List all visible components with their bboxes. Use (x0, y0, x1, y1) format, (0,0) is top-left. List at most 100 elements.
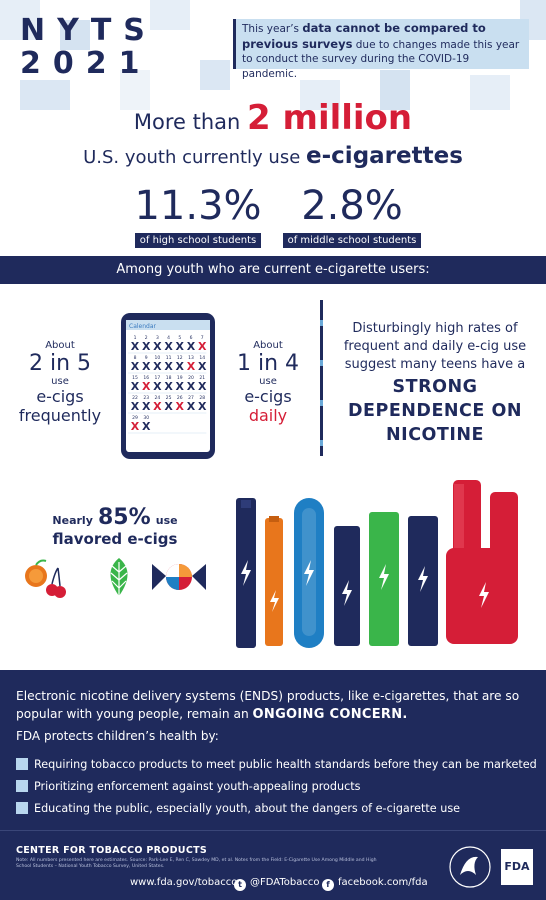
fda-logo: FDA (501, 849, 533, 885)
facebook-link[interactable]: f facebook.com/fda (322, 877, 428, 891)
calendar-x-mark: X (198, 340, 207, 353)
mint-leaf-icon (110, 558, 128, 600)
about-label: About (45, 340, 75, 351)
calendar-day-number: 25 (166, 395, 172, 401)
stat-middle-school: 2.8% of middle school students (280, 184, 424, 248)
bullet-item: Prioritizing enforcement against youth-a… (16, 780, 360, 793)
hhs-seal-icon (449, 846, 491, 888)
calendar-day-number: 21 (199, 375, 205, 381)
bullet-item: Educating the public, especially youth, … (16, 802, 460, 815)
users-band: Among youth who are current e-cigarette … (0, 256, 546, 284)
calendar-x-mark: X (176, 360, 185, 373)
calendar-header (126, 320, 210, 330)
calendar-day-number: 11 (166, 355, 172, 361)
calendar-day-number: 16 (143, 375, 149, 381)
use-label: use (259, 376, 277, 387)
candy-icon (152, 564, 206, 590)
calendar-x-mark: X (198, 380, 207, 393)
hero-line1: More than 2 million (0, 98, 546, 138)
notice-post: due to changes made this year to conduct… (242, 38, 520, 80)
phone-calendar-illustration: Calendar 1X2X3X4X5X6X7X8X9X10X11X12X13X1… (121, 313, 215, 459)
calendar-x-mark: X (187, 380, 196, 393)
calendar-title: Calendar (129, 323, 157, 330)
frequently-label: frequently (18, 406, 102, 425)
stat-value: 11.3% (134, 183, 262, 229)
calendar-x-mark: X (187, 400, 196, 413)
calendar-day-number: 28 (199, 395, 205, 401)
calendar-day-number: 1 (134, 335, 137, 341)
footer: CENTER FOR TOBACCO PRODUCTS Note: All nu… (0, 830, 546, 900)
calendar-day-number: 13 (188, 355, 194, 361)
calendar-x-mark: X (187, 340, 196, 353)
stat-high-school: 11.3% of high school students (128, 184, 268, 248)
calendar-x-mark: X (153, 400, 162, 413)
calendar-day-number: 30 (143, 415, 149, 421)
calendar-x-mark: X (142, 400, 151, 413)
calendar-day-number: 17 (155, 375, 161, 381)
fruit-icon (25, 559, 66, 598)
calendar-x-mark: X (142, 420, 151, 433)
calendar-day-number: 6 (190, 335, 193, 341)
ecigs-label: e-cigs (36, 387, 84, 406)
bullet-square-icon (16, 802, 28, 814)
mosaic-background (0, 0, 546, 110)
calendar-day-number: 24 (155, 395, 161, 401)
title-line1: NYTS (20, 13, 157, 48)
facebook-icon: f (322, 879, 334, 891)
calendar-day-number: 19 (177, 375, 183, 381)
ecigs-label: e-cigs (244, 387, 292, 406)
section-divider (320, 300, 323, 456)
hero-line2-bold: e-cigarettes (306, 143, 463, 169)
device-red (446, 480, 518, 644)
facebook-handle: facebook.com/fda (338, 877, 428, 888)
calendar-x-mark: X (142, 380, 151, 393)
calendar-day-number: 5 (178, 335, 181, 341)
calendar-day-number: 26 (177, 395, 183, 401)
calendar-grid: 1X2X3X4X5X6X7X8X9X10X11X12X13X14X15X16X1… (128, 335, 207, 434)
calendar-x-mark: X (176, 340, 185, 353)
calendar-x-mark: X (131, 400, 140, 413)
header: NYTS 2021 This year’s data cannot be com… (0, 0, 546, 110)
ends-concern: Electronic nicotine delivery systems (EN… (16, 687, 536, 724)
calendar-day-number: 10 (155, 355, 161, 361)
dependence-intro: Disturbingly high rates of frequent and … (343, 321, 527, 372)
calendar-day-number: 15 (132, 375, 138, 381)
hero-amount: 2 million (247, 98, 413, 138)
calendar-x-mark: X (142, 340, 151, 353)
ratio: 1 in 4 (236, 351, 300, 376)
hero-line2-pre: U.S. youth currently use (83, 147, 301, 168)
calendar-x-mark: X (131, 420, 140, 433)
calendar-day-number: 20 (188, 375, 194, 381)
stat-value: 2.8% (301, 183, 403, 229)
twitter-handle: @FDATobacco (250, 877, 320, 888)
calendar-day-number: 3 (156, 335, 159, 341)
website-link[interactable]: www.fda.gov/tobacco (130, 877, 238, 888)
calendar-x-mark: X (164, 400, 173, 413)
calendar-day-number: 29 (132, 415, 138, 421)
calendar-day-number: 18 (166, 375, 172, 381)
twitter-link[interactable]: t @FDATobacco (234, 877, 319, 891)
daily-use-stat: About 1 in 4 use e-cigs daily (222, 340, 314, 425)
bullet-square-icon (16, 780, 28, 792)
calendar-x-mark: X (153, 340, 162, 353)
nyts-title: NYTS 2021 (20, 14, 157, 80)
calendar-x-mark: X (131, 360, 140, 373)
flavored-stat: Nearly 85% use flavored e-cigs (30, 505, 200, 548)
bullet-item: Requiring tobacco products to meet publi… (16, 758, 537, 771)
daily-label: daily (248, 406, 288, 425)
source-note: Note: All numbers presented here are est… (16, 858, 377, 870)
calendar-day-number: 8 (134, 355, 137, 361)
calendar-x-mark: X (131, 380, 140, 393)
use-label: use (155, 514, 178, 527)
use-label: use (51, 376, 69, 387)
more-than: More than (133, 110, 241, 134)
hero-line2: U.S. youth currently use e-cigarettes (0, 143, 546, 169)
ratio: 2 in 5 (28, 351, 92, 376)
calendar-x-mark: X (176, 400, 185, 413)
calendar-x-mark: X (198, 400, 207, 413)
bullet-text: Educating the public, especially youth, … (34, 802, 461, 815)
calendar-x-mark: X (164, 360, 173, 373)
title-line2: 2021 (20, 46, 152, 81)
calendar-day-number: 22 (132, 395, 138, 401)
stat-label: of high school students (134, 233, 262, 248)
